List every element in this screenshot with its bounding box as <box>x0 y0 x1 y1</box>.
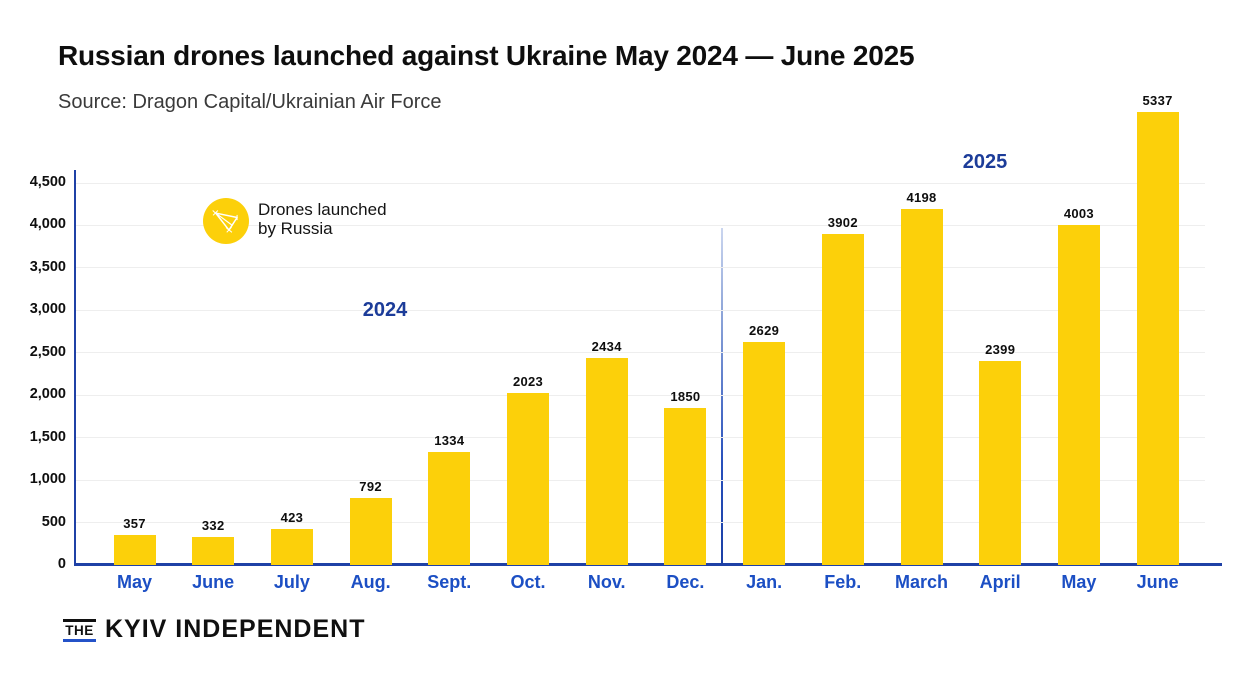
bar-value-label: 4198 <box>906 190 937 205</box>
y-tick-label: 4,000 <box>29 216 66 233</box>
gridline <box>76 394 1205 396</box>
gridline <box>76 479 1205 481</box>
bar <box>585 358 628 565</box>
bar <box>1057 225 1100 565</box>
logo-blue-underline <box>63 639 96 642</box>
bar-value-label: 2023 <box>512 374 544 389</box>
bar <box>113 535 156 565</box>
y-tick-label: 0 <box>57 556 66 572</box>
bar <box>821 234 864 565</box>
bar <box>979 361 1022 565</box>
x-axis-month-label: March <box>894 572 948 592</box>
legend-label: Drones launched by Russia <box>258 200 387 238</box>
y-tick-label: 2,000 <box>29 386 66 403</box>
gridline <box>76 224 1205 226</box>
bar-value-label: 1334 <box>434 433 465 448</box>
bar-value-label: 2629 <box>749 323 780 338</box>
bar <box>270 529 313 565</box>
legend-label-line2: by Russia <box>258 219 333 238</box>
drone-icon <box>209 202 243 241</box>
bar-value-label: 357 <box>123 516 146 531</box>
x-axis-month-label: May <box>116 572 152 592</box>
logo-the-block: THE <box>63 619 96 642</box>
chart-legend: Drones launched by Russia <box>203 198 387 244</box>
bar <box>507 393 549 565</box>
gridline <box>76 182 1205 184</box>
y-tick-label: 1,000 <box>29 471 66 488</box>
logo-name-text: KYIV INDEPENDENT <box>105 615 366 643</box>
x-axis-month-label: May <box>1061 572 1097 592</box>
bar-value-label: 2434 <box>591 339 622 354</box>
x-axis-month-label: June <box>1136 572 1179 592</box>
bar-value-label: 4003 <box>1063 206 1094 221</box>
y-tick-label: 1,500 <box>29 428 66 445</box>
year-label-2025: 2025 <box>962 151 1008 173</box>
x-axis-month-label: June <box>192 572 235 592</box>
bar-value-label: 792 <box>359 479 382 494</box>
x-axis-month-label: July <box>273 572 310 592</box>
legend-badge <box>203 198 249 244</box>
bar-value-label: 332 <box>201 518 225 533</box>
bar <box>192 537 235 565</box>
x-axis-month-label: Aug. <box>350 572 391 592</box>
bar-value-label: 423 <box>280 510 304 525</box>
y-tick-label: 3,000 <box>29 301 66 318</box>
y-tick-label: 3,500 <box>29 258 66 275</box>
logo-overline <box>63 619 96 622</box>
gridline <box>76 309 1205 311</box>
bar-value-label: 2399 <box>985 342 1016 357</box>
x-axis-month-label: Dec. <box>666 572 705 592</box>
legend-label-line1: Drones launched <box>258 200 387 219</box>
y-tick-label: 4,500 <box>29 174 66 190</box>
bar <box>743 342 786 565</box>
bar-value-label: 5337 <box>1142 93 1173 108</box>
source-credit: Source: Dragon Capital/Ukrainian Air For… <box>58 91 442 113</box>
gridline <box>76 352 1205 354</box>
gridline <box>76 267 1205 269</box>
bar-value-label: 1850 <box>670 389 701 404</box>
x-axis-month-label: Feb. <box>824 572 862 592</box>
x-axis-month-label: Oct. <box>510 572 546 592</box>
kyiv-independent-logo: THE KYIV INDEPENDENT <box>63 615 365 644</box>
y-axis-line <box>74 170 76 566</box>
x-axis-line <box>74 563 1222 566</box>
y-tick-label: 2,500 <box>29 343 66 360</box>
bar-value-label: 3902 <box>827 215 858 230</box>
bar <box>428 452 471 565</box>
bar <box>349 498 392 565</box>
page-title: Russian drones launched against Ukraine … <box>58 40 915 71</box>
bar <box>900 209 943 565</box>
x-axis-month-label: Jan. <box>746 572 783 592</box>
x-axis-month-label: Sept. <box>427 572 472 592</box>
bar <box>664 408 707 565</box>
bar <box>1136 112 1179 565</box>
year-divider-line <box>721 228 723 564</box>
x-axis-month-label: April <box>979 572 1021 592</box>
gridline <box>76 522 1205 524</box>
logo-the-text: THE <box>65 623 94 638</box>
x-axis-month-label: Nov. <box>587 572 626 592</box>
year-label-2024: 2024 <box>362 299 408 321</box>
gridline <box>76 437 1205 439</box>
y-tick-label: 500 <box>41 513 66 530</box>
